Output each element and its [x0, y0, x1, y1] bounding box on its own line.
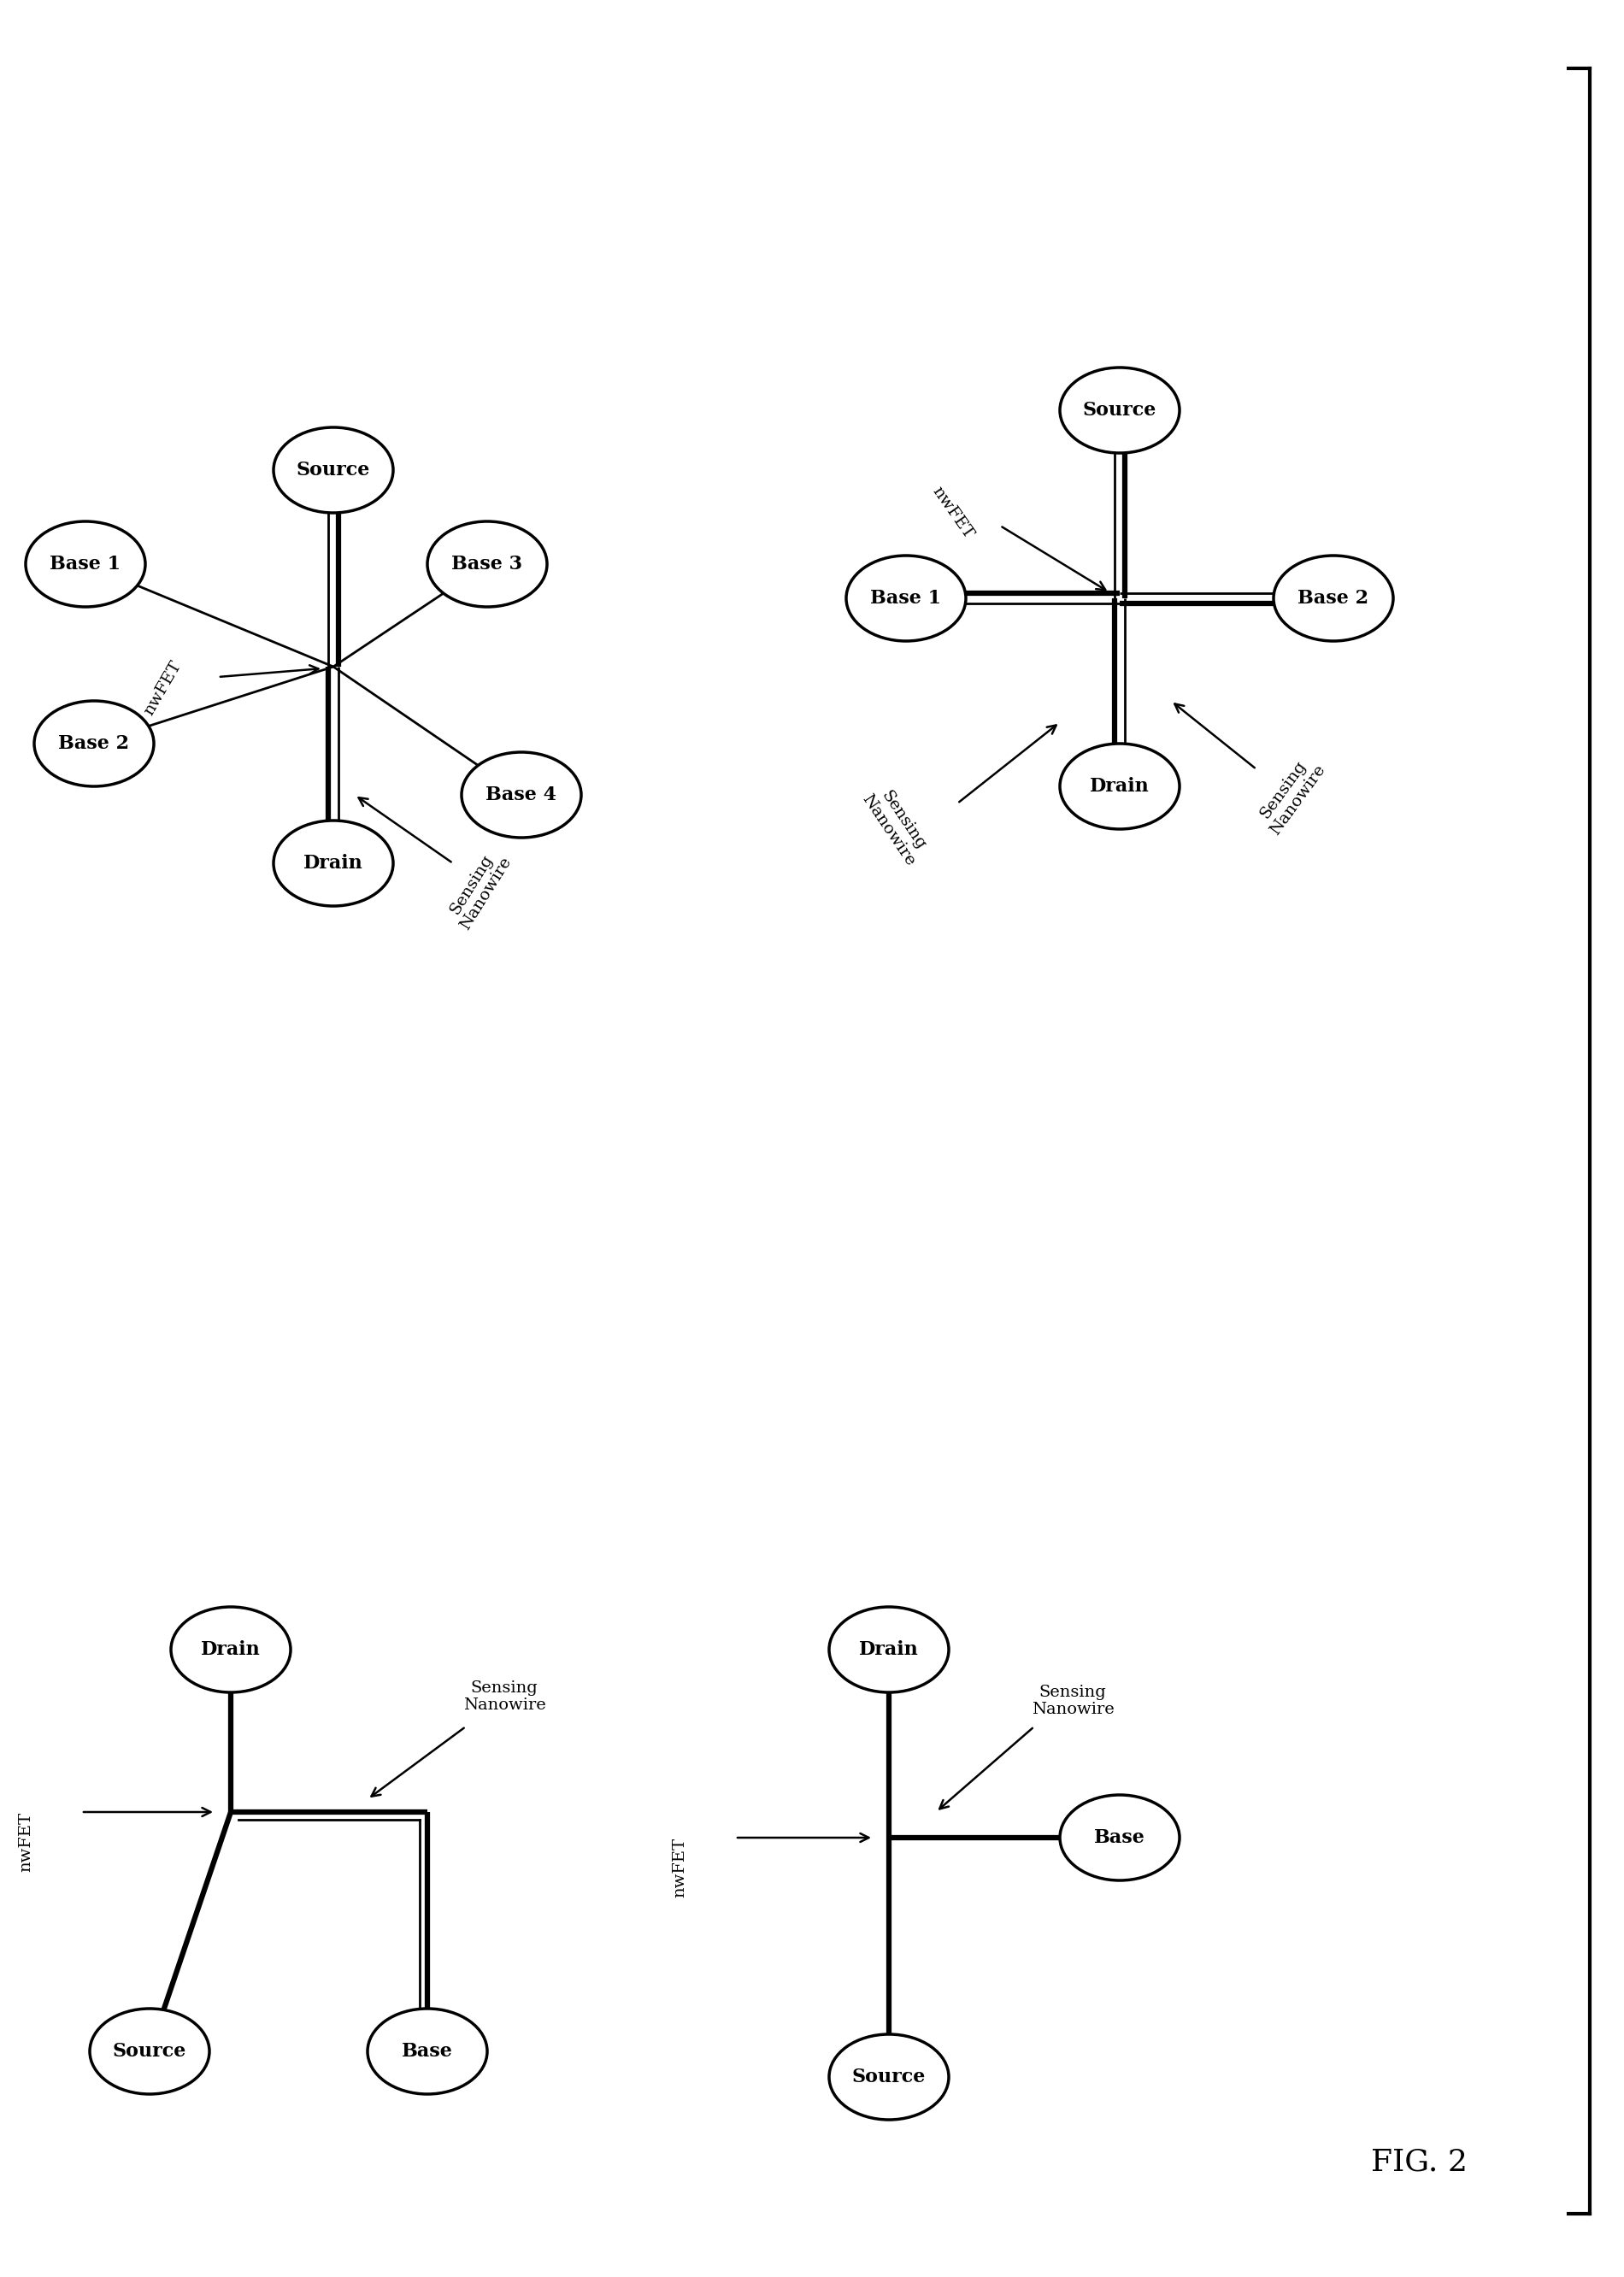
Text: Base 4: Base 4: [486, 786, 557, 804]
Text: Source: Source: [112, 2042, 187, 2061]
Text: Base 1: Base 1: [50, 556, 122, 574]
Ellipse shape: [830, 1608, 948, 1692]
Ellipse shape: [1060, 367, 1179, 453]
Text: Drain: Drain: [1090, 776, 1150, 795]
Text: FIG. 2: FIG. 2: [1371, 2147, 1466, 2177]
Ellipse shape: [830, 2033, 948, 2120]
Ellipse shape: [273, 820, 393, 906]
Text: Sensing
Nanowire: Sensing Nanowire: [1031, 1685, 1114, 1717]
Ellipse shape: [367, 2008, 487, 2095]
Ellipse shape: [846, 556, 966, 642]
Text: Base 2: Base 2: [58, 733, 130, 754]
Ellipse shape: [34, 701, 154, 786]
Ellipse shape: [1060, 1794, 1179, 1881]
Ellipse shape: [89, 2008, 209, 2095]
Text: Source: Source: [297, 460, 370, 480]
Text: nwFET: nwFET: [18, 1812, 34, 1872]
Ellipse shape: [273, 428, 393, 512]
Ellipse shape: [1273, 556, 1393, 642]
Ellipse shape: [461, 751, 581, 838]
Text: Sensing
Nanowire: Sensing Nanowire: [463, 1680, 546, 1712]
Text: Source: Source: [853, 2068, 926, 2086]
Text: Base 3: Base 3: [451, 556, 523, 574]
Text: nwFET: nwFET: [141, 658, 184, 717]
Ellipse shape: [171, 1608, 291, 1692]
Text: Base 1: Base 1: [870, 590, 942, 608]
Text: nwFET: nwFET: [672, 1838, 687, 1897]
Text: Base: Base: [1095, 1828, 1145, 1847]
Text: Drain: Drain: [859, 1639, 919, 1660]
Ellipse shape: [427, 521, 547, 608]
Text: Base 2: Base 2: [1298, 590, 1369, 608]
Text: Base: Base: [401, 2042, 453, 2061]
Ellipse shape: [1060, 745, 1179, 829]
Ellipse shape: [26, 521, 145, 608]
Text: Drain: Drain: [201, 1639, 260, 1660]
Text: Sensing
Nanowire: Sensing Nanowire: [1254, 751, 1328, 838]
Text: Source: Source: [1083, 401, 1156, 419]
Text: Sensing
Nanowire: Sensing Nanowire: [443, 845, 515, 934]
Text: Drain: Drain: [304, 854, 364, 872]
Text: nwFET: nwFET: [929, 485, 976, 542]
Text: Sensing
Nanowire: Sensing Nanowire: [859, 781, 932, 868]
